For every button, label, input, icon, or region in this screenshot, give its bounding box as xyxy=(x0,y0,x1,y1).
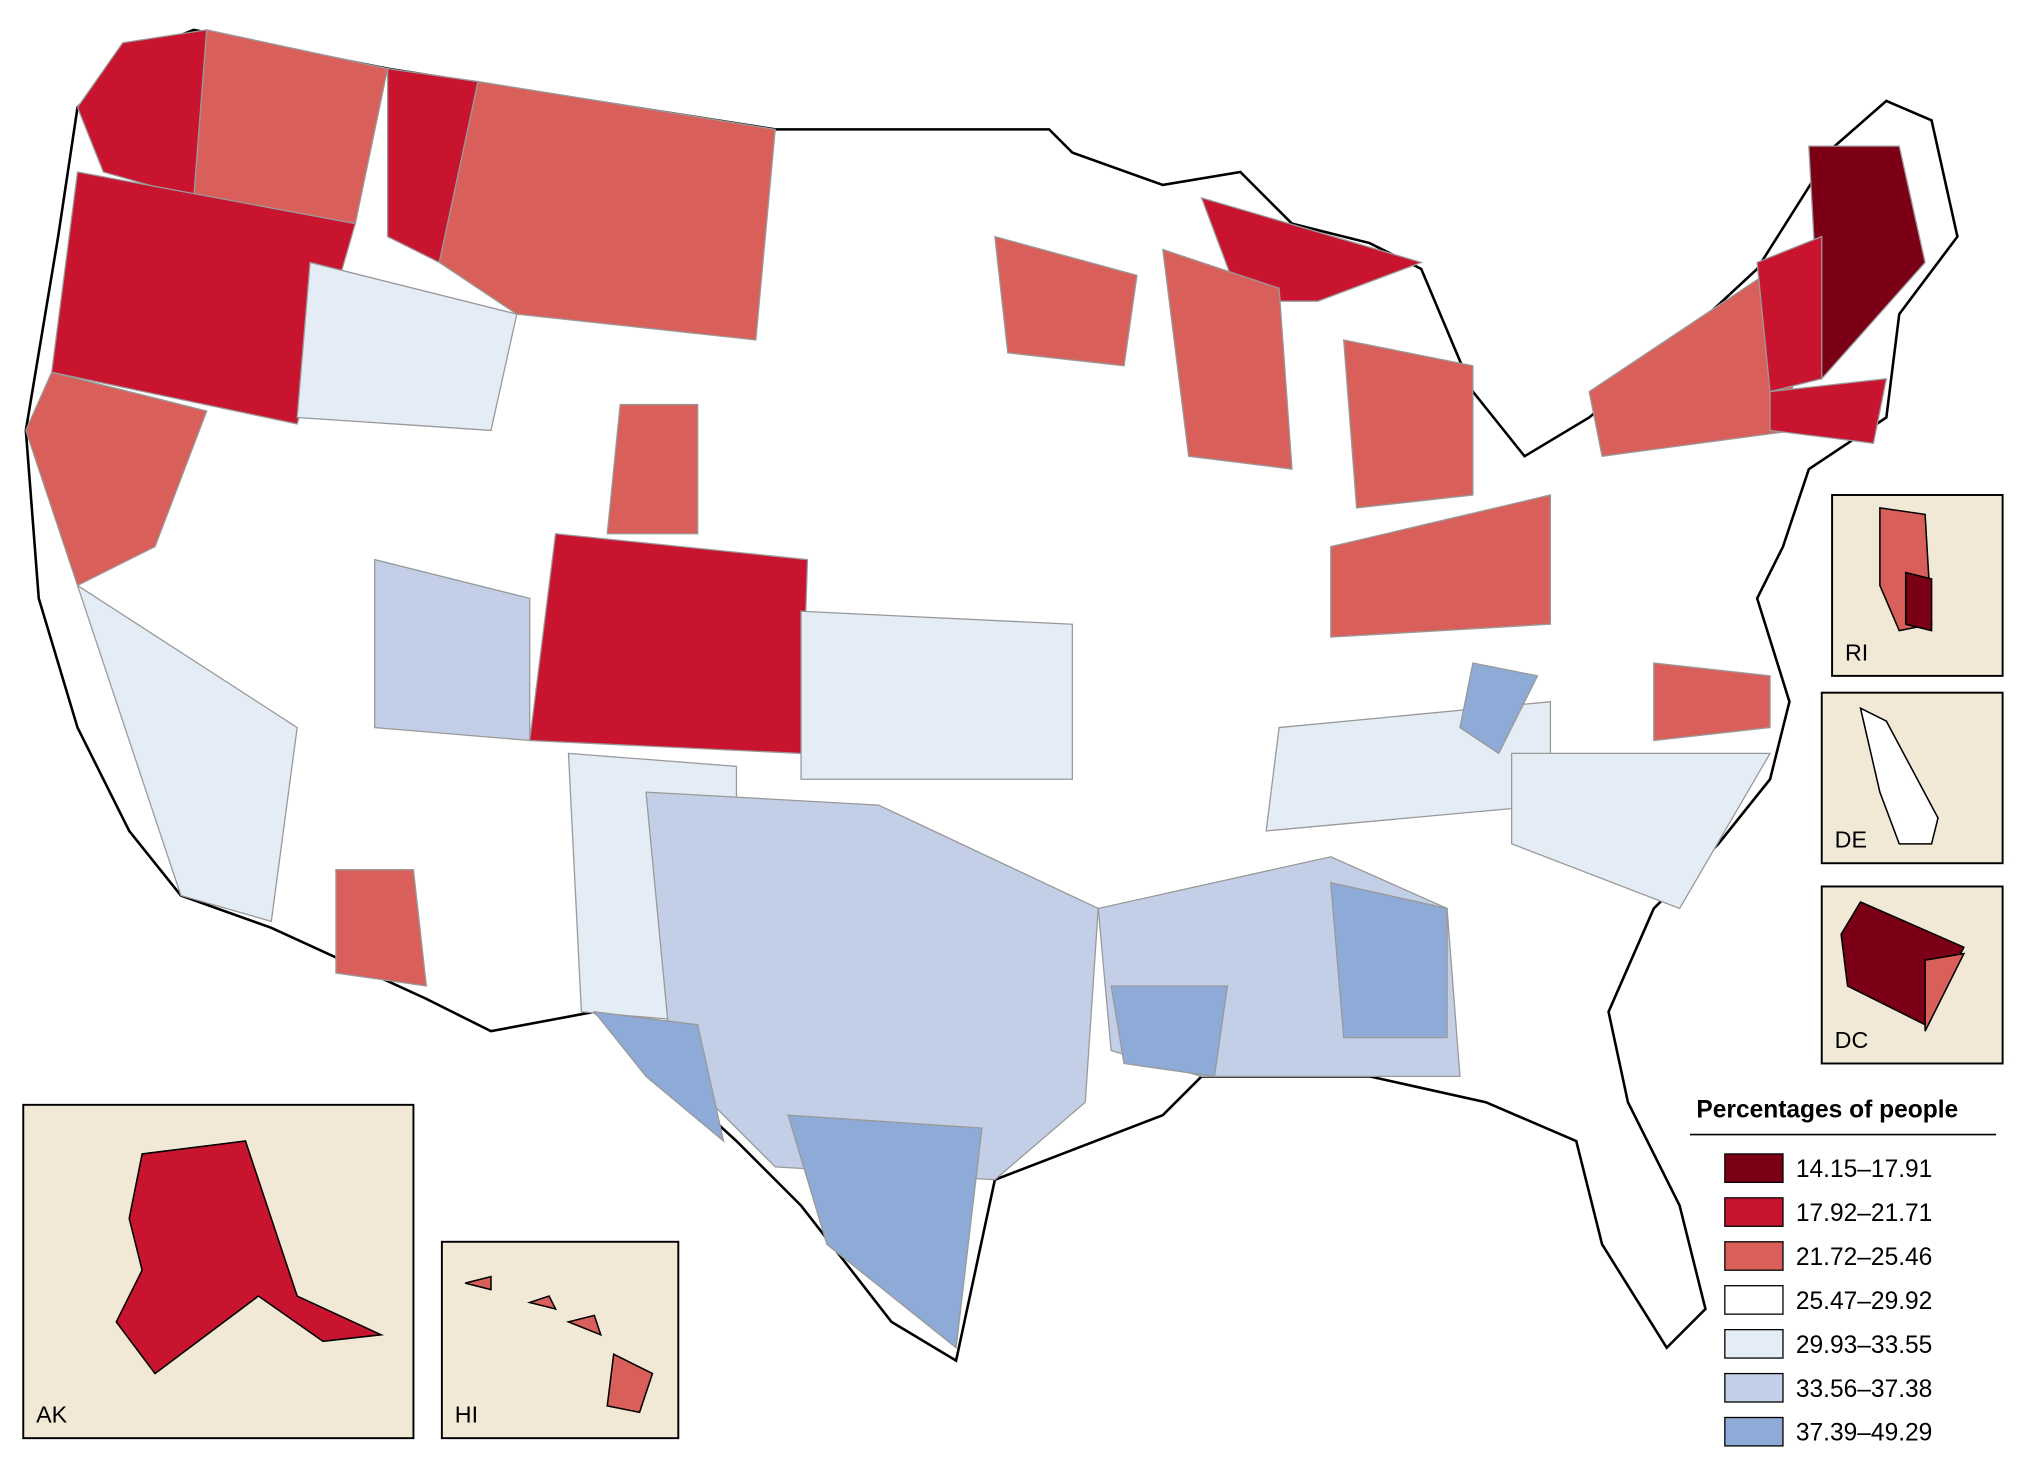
legend-swatch xyxy=(1724,1416,1784,1447)
legend-label: 37.39–49.29 xyxy=(1796,1420,1932,1447)
region xyxy=(1653,662,1771,742)
inset-label: DC xyxy=(1835,1027,1869,1053)
region xyxy=(76,583,298,923)
region xyxy=(25,371,208,587)
legend-swatch xyxy=(1724,1241,1784,1271)
inset-label: AK xyxy=(36,1402,68,1428)
legend-swatch xyxy=(1724,1197,1784,1227)
legend-label: 25.47–29.92 xyxy=(1796,1288,1932,1315)
region xyxy=(1162,248,1293,470)
legend-swatch xyxy=(1724,1372,1784,1403)
inset-region xyxy=(1859,706,1939,845)
region xyxy=(606,403,699,535)
legend-title: Percentages of people xyxy=(1696,1097,1958,1124)
region xyxy=(994,235,1138,367)
region xyxy=(193,29,389,225)
inset-region xyxy=(1924,952,1966,1032)
region xyxy=(1769,377,1888,445)
region xyxy=(1200,196,1424,302)
region xyxy=(592,1010,725,1143)
region xyxy=(1330,881,1448,1039)
inset-region xyxy=(526,1295,558,1311)
legend-swatch xyxy=(1724,1153,1784,1183)
legend-label: 21.72–25.46 xyxy=(1796,1244,1932,1271)
region xyxy=(787,1114,983,1349)
legend-swatch xyxy=(1724,1328,1784,1359)
inset-label: HI xyxy=(455,1402,478,1428)
region xyxy=(1330,494,1552,638)
inset-label: RI xyxy=(1845,639,1868,665)
region xyxy=(335,869,428,987)
region xyxy=(296,261,518,432)
legend-label: 14.15–17.91 xyxy=(1796,1156,1932,1183)
inset-region xyxy=(606,1353,654,1414)
region xyxy=(50,171,357,425)
insets: AK HI RI DE DC xyxy=(22,494,2004,1440)
inset-region xyxy=(565,1314,603,1337)
legend-label: 17.92–21.71 xyxy=(1796,1200,1932,1227)
legend-label: 29.93–33.55 xyxy=(1796,1332,1932,1359)
region xyxy=(1110,985,1229,1078)
region xyxy=(438,80,776,341)
legend-swatch xyxy=(1724,1285,1784,1315)
inset-region xyxy=(115,1140,384,1375)
inset-region xyxy=(464,1275,492,1291)
region xyxy=(1756,235,1823,393)
region xyxy=(374,558,531,742)
region xyxy=(800,610,1074,780)
region xyxy=(1511,752,1772,910)
region xyxy=(1459,662,1539,755)
region xyxy=(528,533,809,755)
legend: Percentages of people 14.15–17.91 17.92–2… xyxy=(1689,1097,1997,1447)
legend-label: 33.56–37.38 xyxy=(1796,1376,1932,1403)
inset-region xyxy=(1904,571,1933,632)
inset-label: DE xyxy=(1835,827,1867,853)
regions xyxy=(24,28,1959,1363)
region xyxy=(1342,339,1474,509)
